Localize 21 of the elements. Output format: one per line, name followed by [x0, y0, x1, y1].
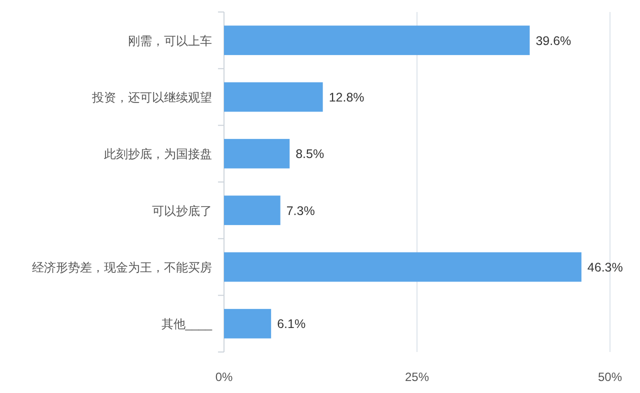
x-tick-label: 50% — [598, 370, 622, 384]
y-tick-label: 可以抄底了 — [152, 204, 212, 218]
y-tick-label: 投资，还可以继续观望 — [91, 90, 212, 104]
data-label: 12.8% — [328, 90, 364, 104]
y-tick-label: 此刻抄底，为国接盘 — [104, 147, 212, 162]
bar — [224, 252, 582, 282]
bar — [224, 196, 280, 226]
data-label: 39.6% — [536, 34, 572, 48]
x-tick-label: 25% — [404, 370, 430, 384]
x-tick-label: 0% — [215, 370, 233, 384]
y-tick-label: 其他____ — [161, 317, 212, 332]
y-tick-label: 刚需，可以上车 — [128, 34, 212, 48]
bar — [224, 308, 272, 338]
data-label: 6.1% — [277, 317, 306, 332]
bar — [224, 26, 530, 56]
data-label: 46.3% — [587, 260, 623, 274]
data-label: 7.3% — [286, 204, 315, 218]
bar — [224, 82, 323, 112]
data-label: 8.5% — [296, 147, 324, 162]
bar — [224, 138, 290, 168]
y-tick-label: 经济形势差，现金为王，不能买房 — [32, 260, 212, 274]
